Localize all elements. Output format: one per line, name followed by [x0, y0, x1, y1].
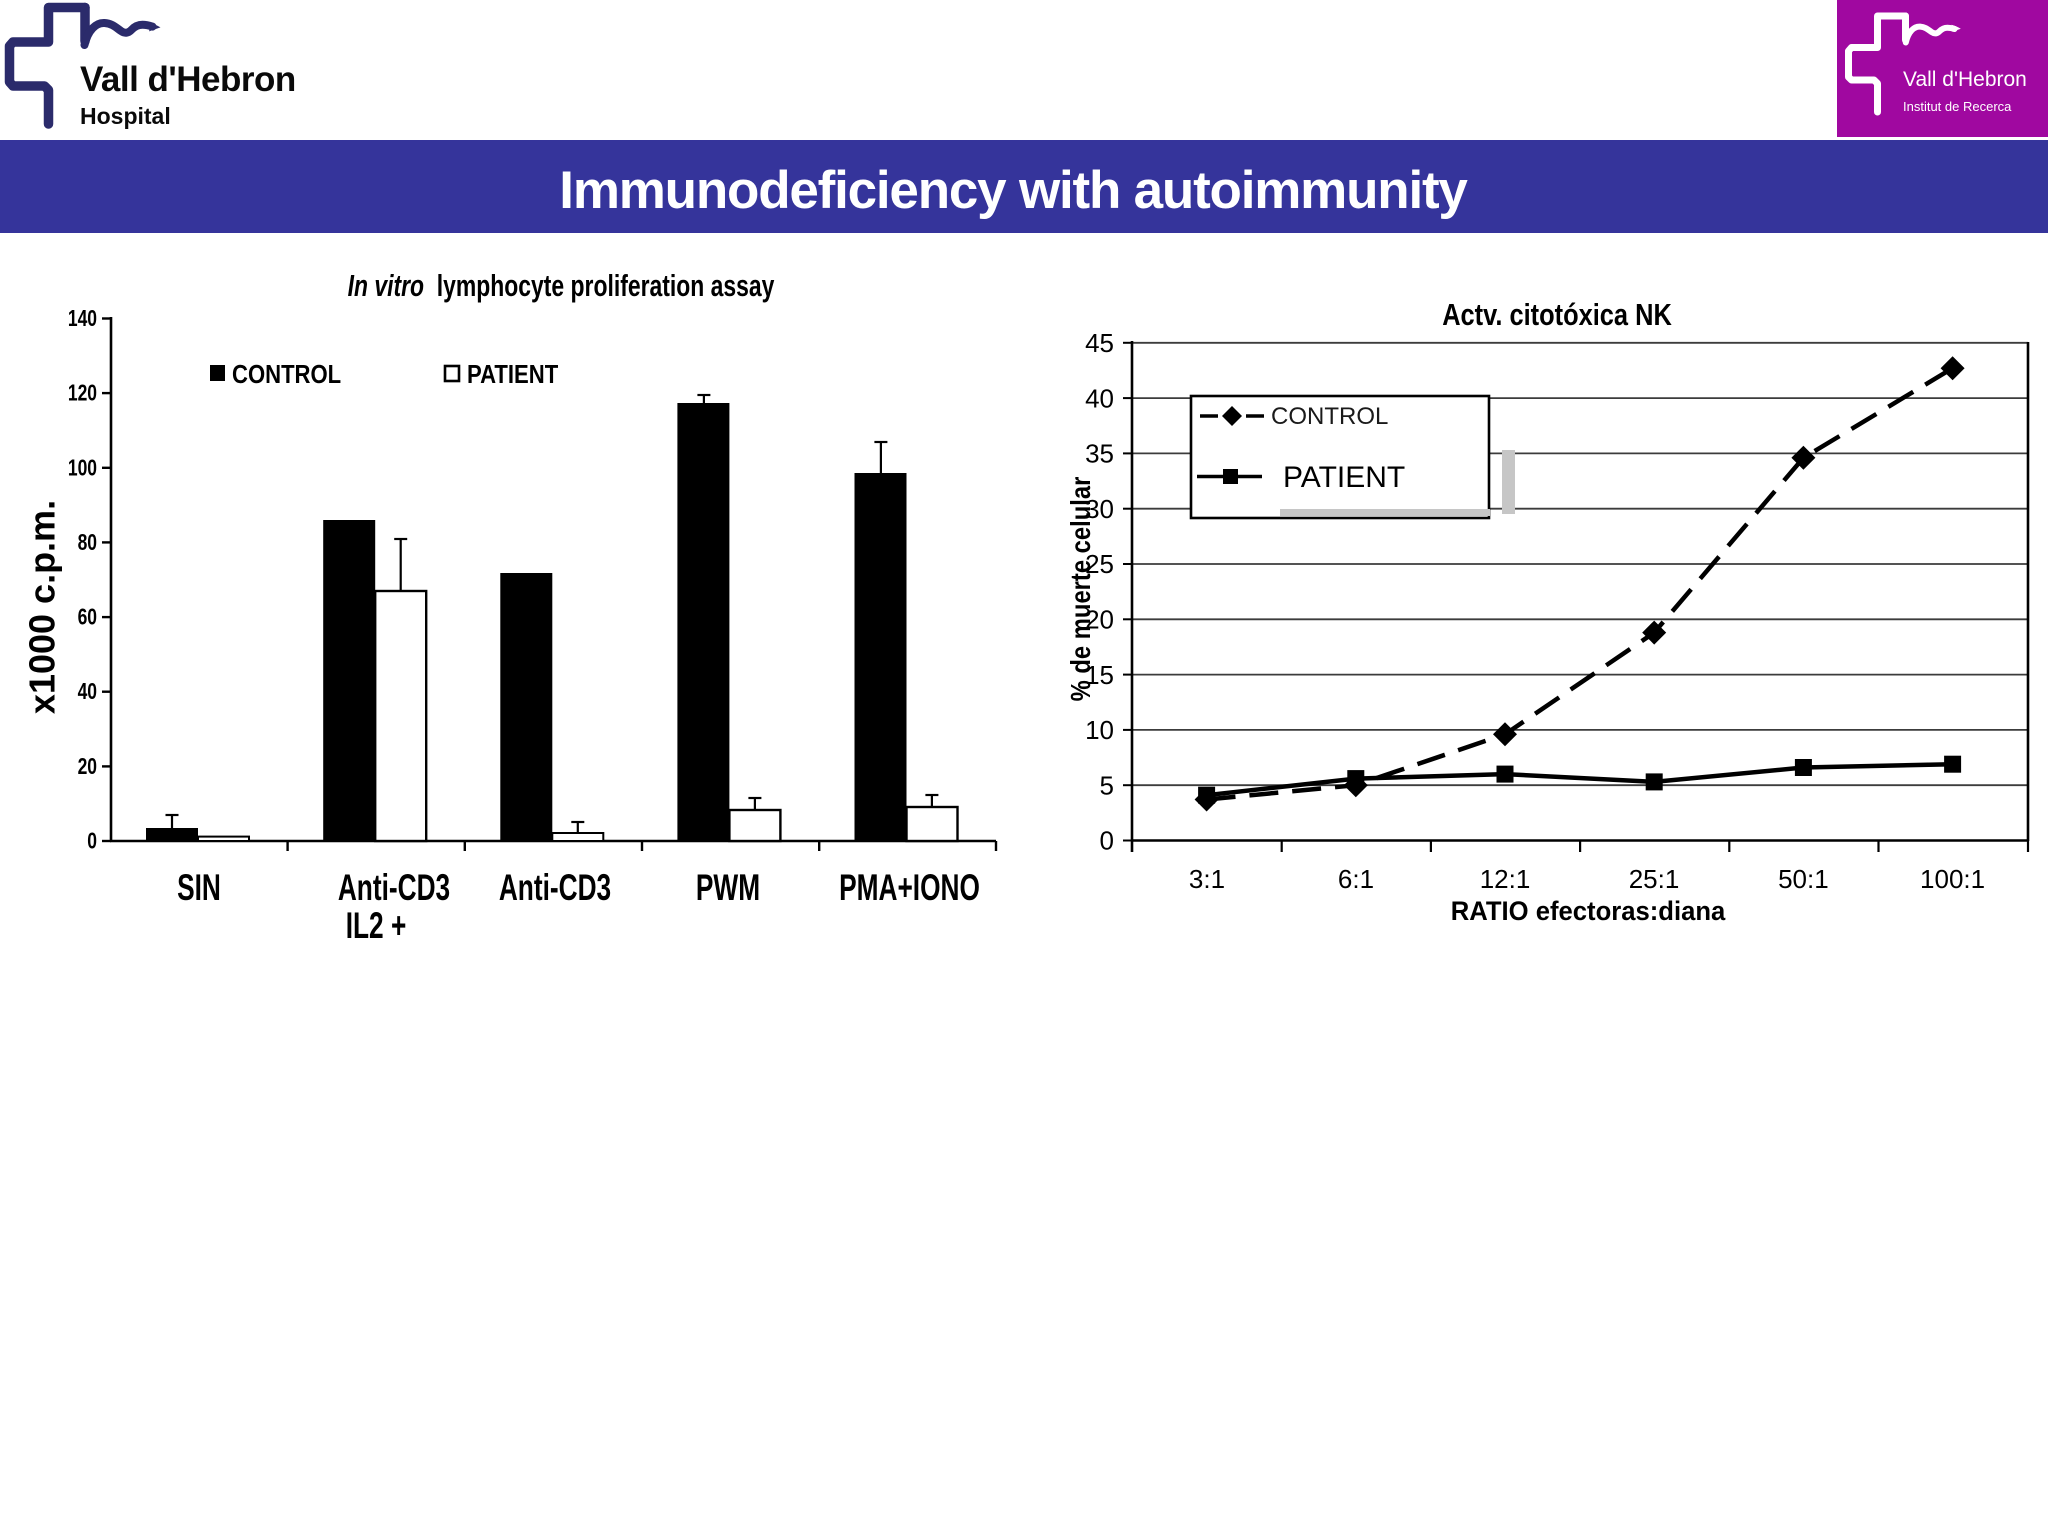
- svg-text:x1000 c.p.m.: x1000 c.p.m.: [22, 500, 63, 714]
- svg-text:25: 25: [1085, 549, 1114, 579]
- svg-text:Anti-CD3: Anti-CD3: [338, 867, 450, 909]
- svg-text:Anti-CD3: Anti-CD3: [499, 867, 611, 909]
- svg-text:Institut de Recerca: Institut de Recerca: [1903, 99, 2012, 114]
- svg-text:IL2 +: IL2 +: [346, 905, 407, 947]
- svg-text:20: 20: [1085, 605, 1114, 635]
- svg-text:40: 40: [1085, 383, 1114, 413]
- svg-text:40: 40: [78, 680, 97, 705]
- svg-text:RATIO efectoras:diana: RATIO efectoras:diana: [1451, 895, 1726, 926]
- svg-text:Hospital: Hospital: [80, 103, 171, 129]
- svg-text:CONTROL: CONTROL: [1271, 403, 1388, 430]
- svg-text:Vall d'Hebron: Vall d'Hebron: [80, 60, 296, 99]
- svg-text:10: 10: [1085, 715, 1114, 745]
- svg-text:120: 120: [68, 381, 97, 406]
- svg-text:0: 0: [1100, 826, 1114, 856]
- svg-text:140: 140: [68, 307, 97, 332]
- svg-text:PATIENT: PATIENT: [1283, 461, 1405, 494]
- svg-text:In vitro lymphocyte prolifera: In vitro lymphocyte proliferation assay: [348, 268, 775, 303]
- svg-text:PMA+IONO: PMA+IONO: [839, 867, 980, 909]
- svg-text:100: 100: [68, 456, 97, 481]
- svg-text:Vall d'Hebron: Vall d'Hebron: [1903, 68, 2027, 91]
- svg-text:80: 80: [78, 531, 97, 556]
- svg-text:15: 15: [1085, 660, 1114, 690]
- svg-text:5: 5: [1100, 770, 1114, 800]
- svg-text:100:1: 100:1: [1920, 864, 1985, 894]
- svg-text:0: 0: [87, 829, 97, 854]
- svg-text:30: 30: [1085, 494, 1114, 524]
- svg-text:20: 20: [78, 755, 97, 780]
- svg-text:Actv. citotóxica NK: Actv. citotóxica NK: [1442, 298, 1672, 333]
- svg-text:PATIENT: PATIENT: [467, 360, 558, 389]
- svg-text:60: 60: [78, 605, 97, 630]
- svg-text:35: 35: [1085, 439, 1114, 469]
- svg-text:25:1: 25:1: [1629, 864, 1680, 894]
- svg-text:50:1: 50:1: [1778, 864, 1829, 894]
- svg-text:% de muerte celular: % de muerte celular: [1064, 477, 1096, 702]
- svg-text:45: 45: [1085, 328, 1114, 358]
- svg-text:CONTROL: CONTROL: [232, 360, 341, 389]
- svg-text:6:1: 6:1: [1338, 864, 1374, 894]
- svg-text:SIN: SIN: [177, 867, 221, 909]
- svg-text:PWM: PWM: [696, 867, 760, 909]
- svg-text:3:1: 3:1: [1189, 864, 1225, 894]
- svg-text:12:1: 12:1: [1480, 864, 1531, 894]
